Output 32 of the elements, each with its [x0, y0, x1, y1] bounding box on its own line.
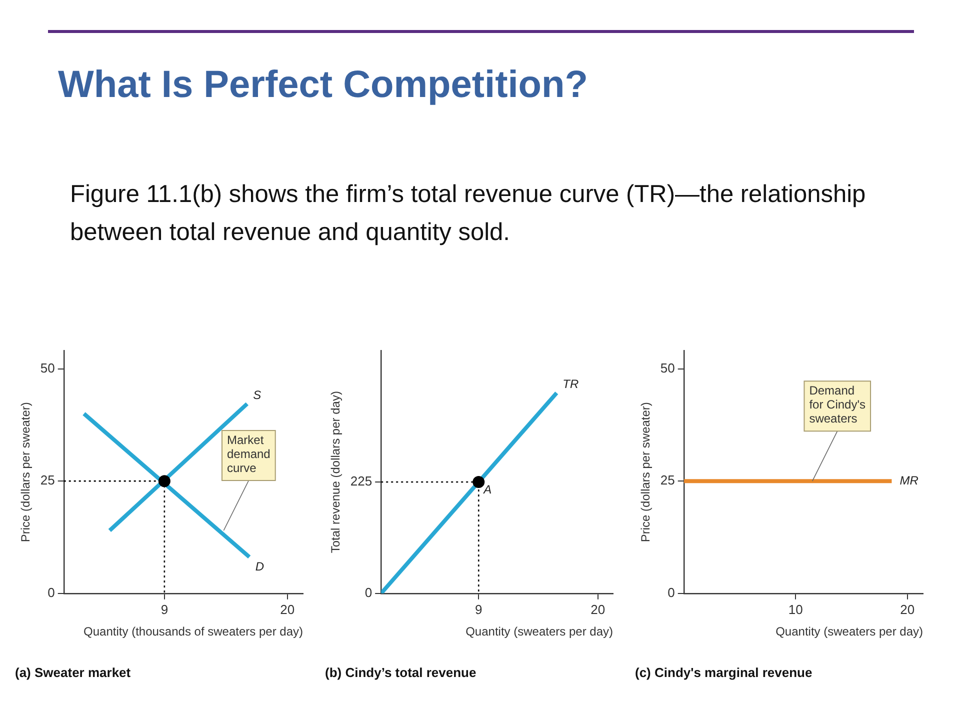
y-tick-label: 225	[350, 474, 372, 489]
x-axis-title: Quantity (thousands of sweaters per day)	[84, 624, 303, 639]
x-axis-title: Quantity (sweaters per day)	[466, 624, 613, 639]
series-label: A	[482, 482, 492, 496]
series-label: S	[253, 388, 262, 402]
y-tick-label: 25	[40, 472, 55, 488]
y-tick-label: 0	[364, 584, 372, 600]
y-tick-label: 0	[48, 584, 55, 600]
y-tick-label: 50	[660, 360, 675, 376]
x-tick-label: 20	[900, 602, 915, 617]
x-axis-title: Quantity (sweaters per day)	[776, 624, 923, 639]
annotation: Demand for Cindy's sweaters	[809, 383, 866, 426]
text: What Is Perfect Competition?	[58, 64, 588, 107]
y-axis-title: Total revenue (dollars per day)	[328, 391, 343, 554]
y-tick-label: 25	[660, 472, 675, 488]
y-tick-label: 50	[40, 360, 55, 376]
y-axis-title: Price (dollars per sweater)	[638, 402, 653, 542]
x-tick-label: 9	[475, 602, 482, 617]
caption: Figure 11.1(b) shows the firm’s total revenue curve (TR)—the relationship between total revenue and quantity sold.	[70, 180, 867, 248]
series-label: MR	[900, 473, 919, 488]
x-tick-label: 20	[590, 602, 606, 617]
text: (c) Cindy's marginal revenue	[635, 664, 812, 680]
series-label: TR	[562, 377, 579, 392]
x-tick-label: 9	[160, 602, 168, 617]
text: (b) Cindy’s total revenue	[325, 664, 476, 680]
annotation: Market demand curve	[226, 432, 270, 475]
y-axis-title: Price (dollars per sweater)	[18, 402, 33, 542]
series-label: D	[255, 559, 264, 574]
text: (a) Sweater market	[15, 664, 132, 680]
x-tick-label: 10	[788, 602, 803, 617]
x-tick-label: 20	[280, 602, 295, 617]
y-tick-label: 0	[668, 584, 675, 600]
